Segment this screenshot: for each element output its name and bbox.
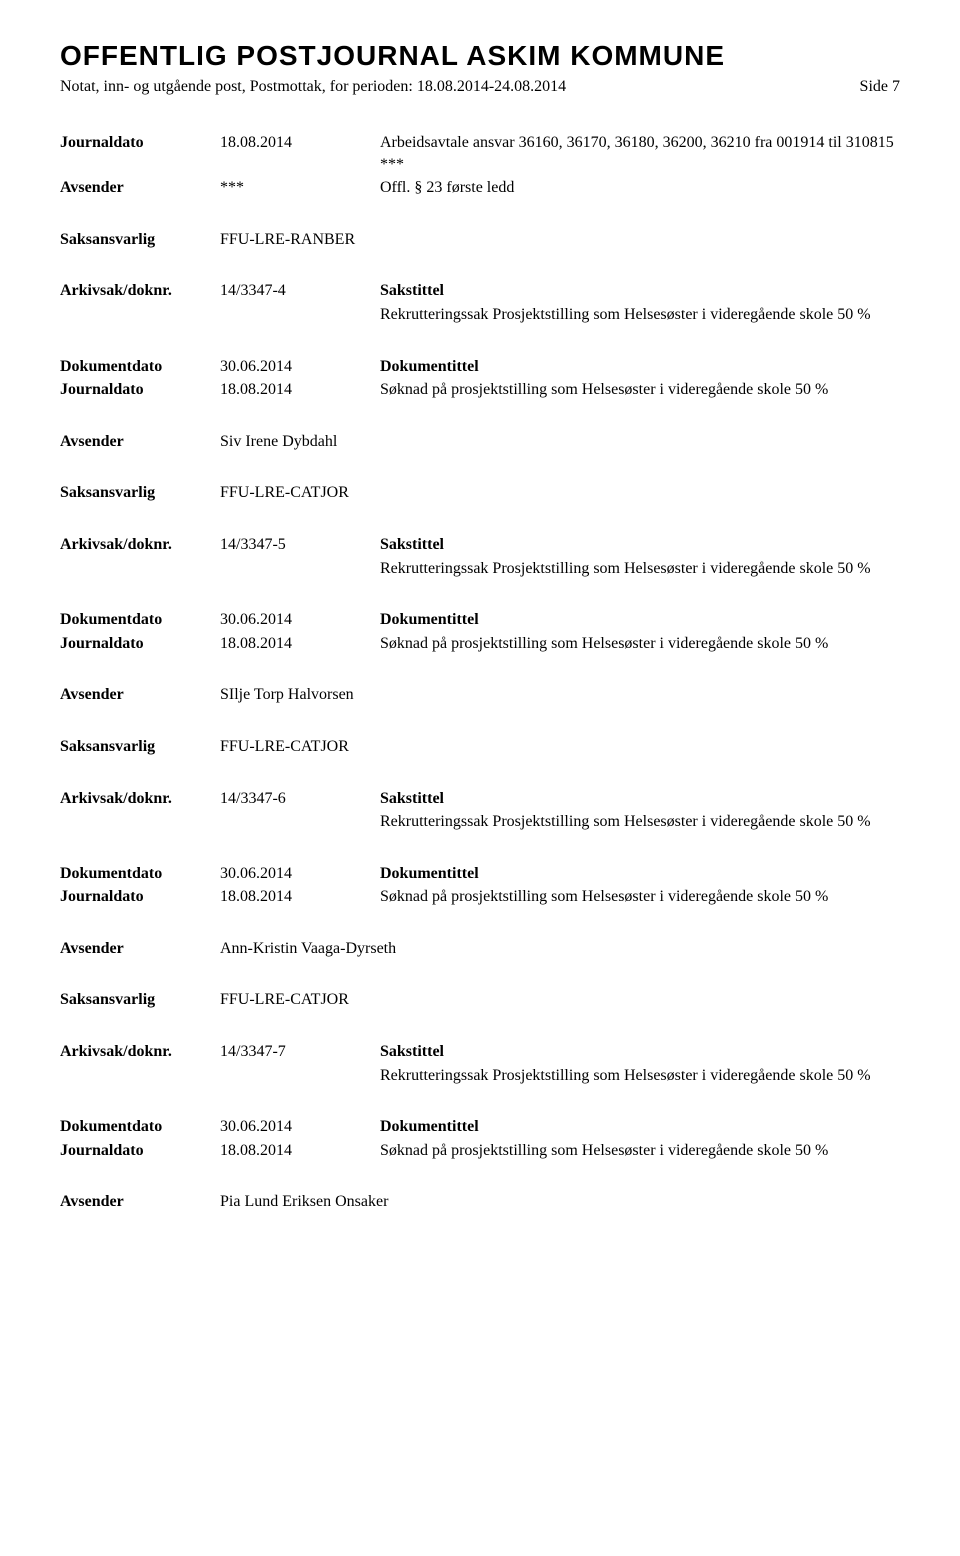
journaldato-value: 18.08.2014 xyxy=(220,1140,380,1162)
avsender-row: AvsenderAnn-Kristin Vaaga-Dyrseth xyxy=(60,938,900,960)
avsender-value: Ann-Kristin Vaaga-Dyrseth xyxy=(220,938,900,960)
arkivsak-row: Arkivsak/doknr.14/3347-4Sakstittel xyxy=(60,280,900,302)
saksansvarlig-label: Saksansvarlig xyxy=(60,229,220,251)
dokumentdato-value: 30.06.2014 xyxy=(220,863,380,885)
subtitle: Notat, inn- og utgående post, Postmottak… xyxy=(60,78,566,96)
entry-block: Arkivsak/doknr.14/3347-6SakstittelRekrut… xyxy=(60,760,900,1012)
journaldato-row: Journaldato18.08.2014Søknad på prosjekts… xyxy=(60,886,900,908)
journaldato-row: Journaldato18.08.2014Søknad på prosjekts… xyxy=(60,1140,900,1162)
page-number: Side 7 xyxy=(860,78,900,96)
dokumentdato-row: Dokumentdato30.06.2014Dokumentittel xyxy=(60,863,900,885)
dokumentittel-text: Søknad på prosjektstilling som Helsesøst… xyxy=(380,886,900,908)
arkivsak-value: 14/3347-6 xyxy=(220,788,380,810)
avsender-value: Pia Lund Eriksen Onsaker xyxy=(220,1191,900,1213)
dokumentdato-label: Dokumentdato xyxy=(60,609,220,631)
saksansvarlig-value: FFU-LRE-RANBER xyxy=(220,229,900,251)
dokumentdato-label: Dokumentdato xyxy=(60,1116,220,1138)
avsender-row: AvsenderSiv Irene Dybdahl xyxy=(60,431,900,453)
journaldato-row: Journaldato18.08.2014Søknad på prosjekts… xyxy=(60,633,900,655)
journaldato-value: 18.08.2014 xyxy=(220,886,380,908)
sakstittel-label: Sakstittel xyxy=(380,534,510,556)
avsender-row: AvsenderSIlje Torp Halvorsen xyxy=(60,684,900,706)
journaldato-label: Journaldato xyxy=(60,132,220,175)
sakstittel-label: Sakstittel xyxy=(380,1041,510,1063)
sakstittel-text: Rekrutteringssak Prosjektstilling som He… xyxy=(380,304,900,326)
saksansvarlig-row: Saksansvarlig FFU-LRE-RANBER xyxy=(60,229,900,251)
journaldato-value: 18.08.2014 xyxy=(220,379,380,401)
saksansvarlig-row: SaksansvarligFFU-LRE-CATJOR xyxy=(60,736,900,758)
saksansvarlig-value: FFU-LRE-CATJOR xyxy=(220,989,900,1011)
avsender-label: Avsender xyxy=(60,684,220,706)
journaldato-value: 18.08.2014 xyxy=(220,132,380,175)
avsender-label: Avsender xyxy=(60,1191,220,1213)
avsender-text: Offl. § 23 første ledd xyxy=(380,177,900,199)
page-header: OFFENTLIG POSTJOURNAL ASKIM KOMMUNE Nota… xyxy=(60,40,900,96)
journaldato-label: Journaldato xyxy=(60,379,220,401)
saksansvarlig-label: Saksansvarlig xyxy=(60,736,220,758)
journaldato-value: 18.08.2014 xyxy=(220,633,380,655)
sakstittel-text-row: Rekrutteringssak Prosjektstilling som He… xyxy=(60,558,900,580)
dokumentittel-label: Dokumentittel xyxy=(380,609,510,631)
arkivsak-row: Arkivsak/doknr.14/3347-5Sakstittel xyxy=(60,534,900,556)
entries-container: Arkivsak/doknr.14/3347-4SakstittelRekrut… xyxy=(60,252,900,1213)
sakstittel-label: Sakstittel xyxy=(380,280,510,302)
journal-text: Arbeidsavtale ansvar 36160, 36170, 36180… xyxy=(380,132,900,175)
avsender-label: Avsender xyxy=(60,431,220,453)
sakstittel-text: Rekrutteringssak Prosjektstilling som He… xyxy=(380,811,900,833)
arkivsak-label: Arkivsak/doknr. xyxy=(60,280,220,302)
arkivsak-value: 14/3347-4 xyxy=(220,280,380,302)
main-title: OFFENTLIG POSTJOURNAL ASKIM KOMMUNE xyxy=(60,40,900,72)
avsender-value: Siv Irene Dybdahl xyxy=(220,431,900,453)
avsender-value: SIlje Torp Halvorsen xyxy=(220,684,900,706)
arkivsak-row: Arkivsak/doknr.14/3347-6Sakstittel xyxy=(60,788,900,810)
dokumentittel-text: Søknad på prosjektstilling som Helsesøst… xyxy=(380,1140,900,1162)
saksansvarlig-row: SaksansvarligFFU-LRE-CATJOR xyxy=(60,989,900,1011)
dokumentdato-row: Dokumentdato30.06.2014Dokumentittel xyxy=(60,1116,900,1138)
dokumentdato-row: Dokumentdato30.06.2014Dokumentittel xyxy=(60,609,900,631)
entry-block: Arkivsak/doknr.14/3347-7SakstittelRekrut… xyxy=(60,1013,900,1213)
arkivsak-value: 14/3347-5 xyxy=(220,534,380,556)
subheader-row: Notat, inn- og utgående post, Postmottak… xyxy=(60,78,900,96)
entry-block: Arkivsak/doknr.14/3347-4SakstittelRekrut… xyxy=(60,252,900,504)
dokumentittel-label: Dokumentittel xyxy=(380,863,510,885)
sakstittel-text-row: Rekrutteringssak Prosjektstilling som He… xyxy=(60,811,900,833)
arkivsak-label: Arkivsak/doknr. xyxy=(60,534,220,556)
avsender-label: Avsender xyxy=(60,938,220,960)
arkivsak-label: Arkivsak/doknr. xyxy=(60,1041,220,1063)
journaldato-label: Journaldato xyxy=(60,633,220,655)
sakstittel-text: Rekrutteringssak Prosjektstilling som He… xyxy=(380,558,900,580)
avsender-value: *** xyxy=(220,177,380,199)
dokumentittel-text: Søknad på prosjektstilling som Helsesøst… xyxy=(380,633,900,655)
arkivsak-value: 14/3347-7 xyxy=(220,1041,380,1063)
dokumentdato-value: 30.06.2014 xyxy=(220,1116,380,1138)
avsender-label: Avsender xyxy=(60,177,220,199)
sakstittel-label: Sakstittel xyxy=(380,788,510,810)
arkivsak-row: Arkivsak/doknr.14/3347-7Sakstittel xyxy=(60,1041,900,1063)
avsender-row: AvsenderPia Lund Eriksen Onsaker xyxy=(60,1191,900,1213)
sakstittel-text-row: Rekrutteringssak Prosjektstilling som He… xyxy=(60,1065,900,1087)
entry-block: Arkivsak/doknr.14/3347-5SakstittelRekrut… xyxy=(60,506,900,758)
saksansvarlig-row: SaksansvarligFFU-LRE-CATJOR xyxy=(60,482,900,504)
journaldato-label: Journaldato xyxy=(60,1140,220,1162)
dokumentittel-label: Dokumentittel xyxy=(380,1116,510,1138)
dokumentittel-label: Dokumentittel xyxy=(380,356,510,378)
dokumentdato-label: Dokumentdato xyxy=(60,356,220,378)
saksansvarlig-label: Saksansvarlig xyxy=(60,482,220,504)
saksansvarlig-value: FFU-LRE-CATJOR xyxy=(220,482,900,504)
top-entry-block: Journaldato 18.08.2014 Arbeidsavtale ans… xyxy=(60,132,900,250)
saksansvarlig-label: Saksansvarlig xyxy=(60,989,220,1011)
dokumentdato-row: Dokumentdato30.06.2014Dokumentittel xyxy=(60,356,900,378)
dokumentittel-text: Søknad på prosjektstilling som Helsesøst… xyxy=(380,379,900,401)
avsender-row: Avsender *** Offl. § 23 første ledd xyxy=(60,177,900,199)
sakstittel-text-row: Rekrutteringssak Prosjektstilling som He… xyxy=(60,304,900,326)
dokumentdato-value: 30.06.2014 xyxy=(220,356,380,378)
journaldato-row: Journaldato18.08.2014Søknad på prosjekts… xyxy=(60,379,900,401)
dokumentdato-label: Dokumentdato xyxy=(60,863,220,885)
sakstittel-text: Rekrutteringssak Prosjektstilling som He… xyxy=(380,1065,900,1087)
journaldato-row: Journaldato 18.08.2014 Arbeidsavtale ans… xyxy=(60,132,900,175)
journaldato-label: Journaldato xyxy=(60,886,220,908)
saksansvarlig-value: FFU-LRE-CATJOR xyxy=(220,736,900,758)
arkivsak-label: Arkivsak/doknr. xyxy=(60,788,220,810)
dokumentdato-value: 30.06.2014 xyxy=(220,609,380,631)
